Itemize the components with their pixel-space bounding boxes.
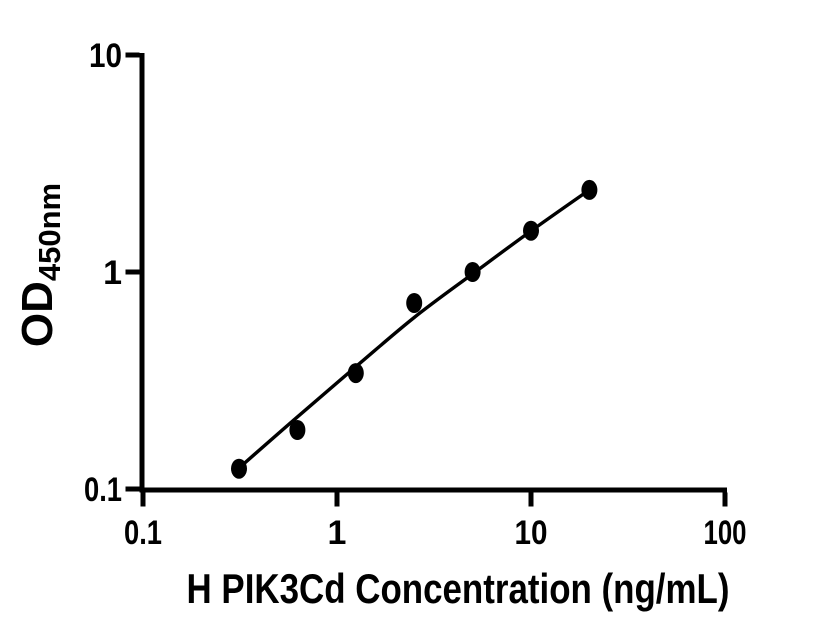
axis-lines bbox=[139, 53, 727, 493]
x-tick-label: 0.1 bbox=[124, 514, 162, 552]
y-tick-label: 10 bbox=[89, 37, 122, 75]
x-tick-label: 100 bbox=[704, 514, 747, 552]
data-point bbox=[523, 220, 539, 241]
data-point bbox=[231, 458, 247, 479]
data-point bbox=[289, 420, 306, 440]
y-axis-title-main: OD bbox=[13, 281, 62, 347]
x-tick-label: 1 bbox=[328, 514, 347, 552]
x-tick-label: 10 bbox=[515, 514, 548, 552]
data-point bbox=[406, 293, 423, 313]
data-points-layer bbox=[231, 179, 598, 479]
data-point bbox=[464, 262, 481, 282]
data-point bbox=[581, 179, 598, 200]
data-point bbox=[347, 363, 364, 384]
y-tick-label: 0.1 bbox=[84, 471, 122, 509]
y-axis-ticks bbox=[125, 52, 140, 492]
x-axis-tick-labels: 0.1 1 10 100 bbox=[124, 514, 747, 552]
y-tick-label: 1 bbox=[103, 254, 122, 292]
y-axis-title: OD450nm bbox=[13, 183, 67, 347]
x-axis-ticks bbox=[140, 492, 728, 507]
y-axis-tick-labels: 10 1 0.1 bbox=[84, 37, 122, 509]
x-axis-title: H PIK3Cd Concentration (ng/mL) bbox=[187, 565, 730, 612]
y-axis-title-subscript: 450nm bbox=[32, 183, 67, 281]
